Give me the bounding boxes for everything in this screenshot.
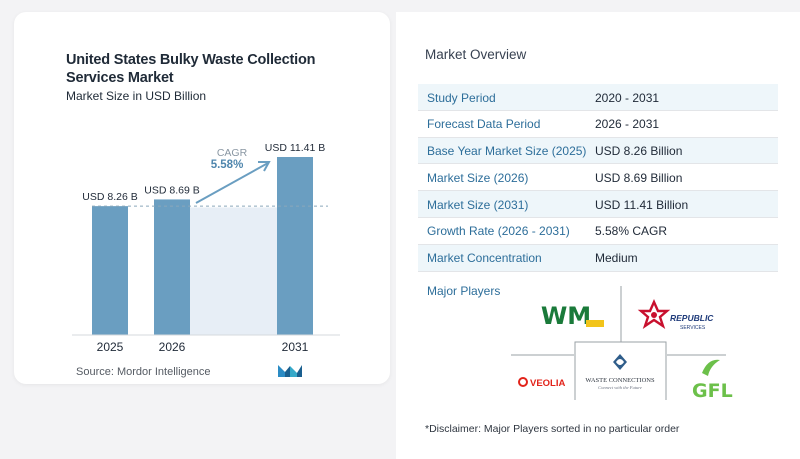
- overview-title: Market Overview: [425, 47, 527, 62]
- major-players-logos: WM REPUBLIC SERVICES VEOLIA WASTE CONNEC…: [511, 286, 733, 402]
- overview-row-value: 2026 - 2031: [595, 117, 660, 132]
- overview-row: Study Period 2020 - 2031: [418, 84, 778, 111]
- value-label-2031: USD 11.41 B: [265, 142, 326, 154]
- overview-row-value: Medium: [595, 251, 638, 266]
- disclaimer-note: *Disclaimer: Major Players sorted in no …: [425, 423, 680, 435]
- bar-2031: [277, 157, 313, 335]
- veolia-logo-icon: VEOLIA: [518, 377, 566, 389]
- cagr-label: CAGR: [217, 147, 248, 159]
- bar-chart: USD 8.26 B USD 8.69 B USD 11.41 B 2025 2026 2…: [72, 142, 340, 354]
- x-tick-label-2031: 2031: [282, 340, 309, 354]
- gfl-logo-text: GFL: [692, 380, 733, 402]
- overview-row: Growth Rate (2026 - 2031) 5.58% CAGR: [418, 218, 778, 245]
- chart-title: United States Bulky Waste Collection Ser…: [66, 52, 316, 86]
- value-label-2025: USD 8.26 B: [82, 191, 137, 203]
- source-note: Source: Mordor Intelligence: [76, 366, 211, 378]
- waste-connections-logo-subtext: Connect with the Future: [598, 385, 642, 390]
- cagr-arrow: [195, 162, 269, 204]
- veolia-logo-text: VEOLIA: [530, 378, 566, 389]
- wm-logo-text: WM: [541, 302, 591, 330]
- republic-logo-subtext: SERVICES: [680, 325, 706, 331]
- republic-logo-text: REPUBLIC: [670, 313, 714, 323]
- overview-row-label: Growth Rate (2026 - 2031): [427, 224, 570, 239]
- republic-services-logo-icon: REPUBLIC SERVICES: [637, 299, 714, 331]
- bar-2025: [92, 206, 128, 335]
- wm-logo-icon: WM: [528, 302, 604, 330]
- forecast-shade: [190, 207, 277, 335]
- overview-row: Forecast Data Period 2026 - 2031: [418, 111, 778, 138]
- overview-table: Study Period 2020 - 2031 Forecast Data Per…: [418, 84, 778, 272]
- overview-row-label: Market Concentration: [427, 251, 542, 266]
- overview-row-label: Market Size (2031): [427, 197, 529, 212]
- overview-row-value: USD 8.69 Billion: [595, 170, 683, 185]
- major-players-title: Major Players: [427, 284, 501, 298]
- overview-row-value: 2020 - 2031: [595, 90, 660, 105]
- chart-subtitle: Market Size in USD Billion: [66, 89, 207, 103]
- overview-row: Market Size (2031) USD 11.41 Billion: [418, 191, 778, 218]
- overview-row-label: Base Year Market Size (2025): [427, 144, 587, 159]
- gfl-logo-icon: GFL: [692, 359, 733, 402]
- overview-row: Base Year Market Size (2025) USD 8.26 Bil…: [418, 137, 778, 165]
- overview-row-label: Study Period: [427, 90, 496, 105]
- logo-divider: [574, 341, 667, 400]
- overview-row-value: USD 8.26 Billion: [595, 144, 683, 159]
- waste-connections-logo-icon: WASTE CONNECTIONS Connect with the Futur…: [585, 354, 655, 390]
- overview-row: Market Size (2026) USD 8.69 Billion: [418, 164, 778, 192]
- x-tick-label-2025: 2025: [97, 340, 124, 354]
- cagr-value: 5.58%: [211, 159, 244, 171]
- overview-row-label: Forecast Data Period: [427, 117, 541, 132]
- bar-2026: [154, 199, 190, 335]
- mordor-logo-icon: [278, 365, 302, 377]
- overview-row: Market Concentration Medium: [418, 244, 778, 272]
- x-tick-label-2026: 2026: [159, 340, 186, 354]
- overview-row-value: 5.58% CAGR: [595, 224, 668, 239]
- waste-connections-logo-text: WASTE CONNECTIONS: [585, 377, 655, 384]
- overview-row-label: Market Size (2026): [427, 170, 529, 185]
- overview-row-value: USD 11.41 Billion: [595, 197, 689, 212]
- value-label-2026: USD 8.69 B: [144, 184, 199, 196]
- cagr-arrow-head: [258, 161, 271, 172]
